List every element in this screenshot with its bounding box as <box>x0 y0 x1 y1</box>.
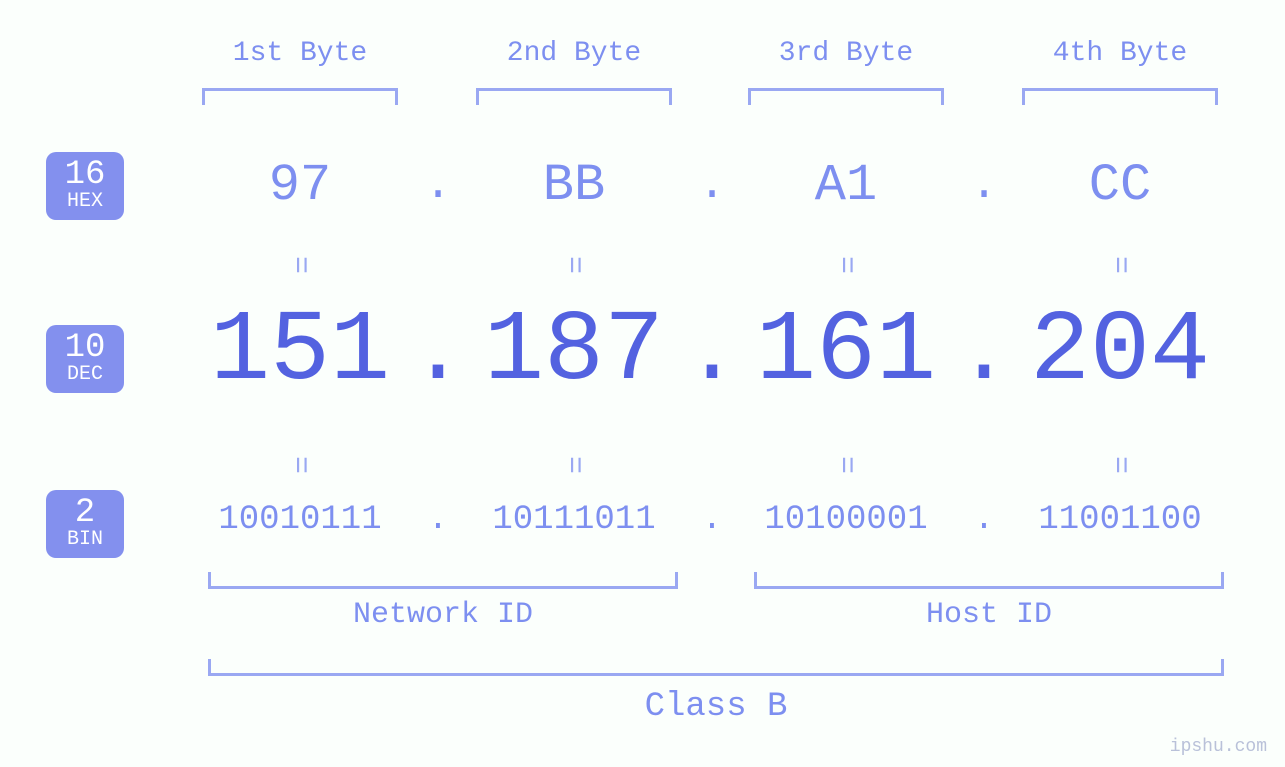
byte-label-4: 4th Byte <box>1040 38 1200 69</box>
dec-3: 161 <box>716 296 976 409</box>
bin-dot-3: . <box>954 501 1014 539</box>
top-bracket-1 <box>202 88 398 102</box>
bin-1: 10010111 <box>184 501 416 539</box>
hex-1: 97 <box>202 156 398 215</box>
eq2-4: = <box>1102 456 1136 474</box>
dec-4: 204 <box>990 296 1250 409</box>
hex-dot-1: . <box>408 159 468 211</box>
hex-3: A1 <box>748 156 944 215</box>
byte-label-3: 3rd Byte <box>766 38 926 69</box>
badge-dec-lbl: DEC <box>46 365 124 385</box>
hex-2: BB <box>476 156 672 215</box>
bin-3: 10100001 <box>730 501 962 539</box>
label-host-id: Host ID <box>789 598 1189 632</box>
watermark: ipshu.com <box>1170 737 1267 757</box>
bin-dot-1: . <box>408 501 468 539</box>
eq2-1: = <box>282 456 316 474</box>
badge-hex: 16 HEX <box>46 152 124 220</box>
dec-1: 151 <box>170 296 430 409</box>
eq1-3: = <box>828 256 862 274</box>
badge-bin-num: 2 <box>46 496 124 530</box>
badge-hex-lbl: HEX <box>46 192 124 212</box>
eq2-3: = <box>828 456 862 474</box>
eq1-1: = <box>282 256 316 274</box>
badge-hex-num: 16 <box>46 158 124 192</box>
bin-4: 11001100 <box>1004 501 1236 539</box>
byte-label-2: 2nd Byte <box>494 38 654 69</box>
bin-dot-2: . <box>682 501 742 539</box>
label-class: Class B <box>516 688 916 726</box>
top-bracket-3 <box>748 88 944 102</box>
eq2-2: = <box>556 456 590 474</box>
bracket-host-id <box>754 575 1224 589</box>
badge-bin-lbl: BIN <box>46 530 124 550</box>
dec-dot-1: . <box>408 301 468 406</box>
eq1-4: = <box>1102 256 1136 274</box>
dec-2: 187 <box>444 296 704 409</box>
hex-4: CC <box>1022 156 1218 215</box>
badge-dec: 10 DEC <box>46 325 124 393</box>
bin-2: 10111011 <box>458 501 690 539</box>
top-bracket-4 <box>1022 88 1218 102</box>
bracket-network-id <box>208 575 678 589</box>
label-network-id: Network ID <box>243 598 643 632</box>
top-bracket-2 <box>476 88 672 102</box>
dec-dot-3: . <box>954 301 1014 406</box>
hex-dot-3: . <box>954 159 1014 211</box>
bracket-class <box>208 662 1224 676</box>
eq1-2: = <box>556 256 590 274</box>
dec-dot-2: . <box>682 301 742 406</box>
badge-dec-num: 10 <box>46 331 124 365</box>
badge-bin: 2 BIN <box>46 490 124 558</box>
hex-dot-2: . <box>682 159 742 211</box>
byte-label-1: 1st Byte <box>220 38 380 69</box>
